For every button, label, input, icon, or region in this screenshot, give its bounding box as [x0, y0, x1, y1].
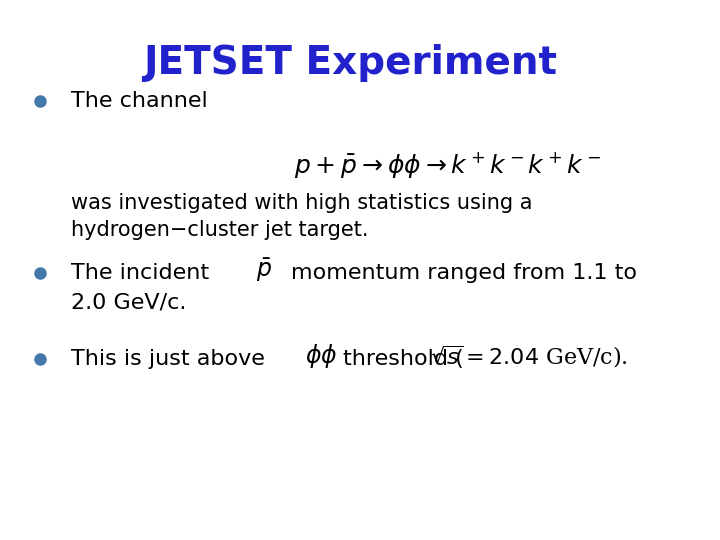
Text: This is just above: This is just above — [71, 349, 265, 369]
Text: was investigated with high statistics using a: was investigated with high statistics us… — [71, 193, 533, 213]
Text: $\phi\phi$: $\phi\phi$ — [305, 342, 337, 370]
Text: hydrogen−cluster jet target.: hydrogen−cluster jet target. — [71, 220, 369, 240]
Text: JETSET Experiment: JETSET Experiment — [143, 44, 557, 83]
Text: 2.0 GeV/c.: 2.0 GeV/c. — [71, 292, 186, 312]
Text: $\sqrt{s} = 2.04$ GeV/c).: $\sqrt{s} = 2.04$ GeV/c). — [431, 344, 629, 370]
Text: The channel: The channel — [71, 91, 208, 111]
Text: momentum ranged from 1.1 to: momentum ranged from 1.1 to — [291, 262, 637, 282]
Text: $\bar{p}$: $\bar{p}$ — [256, 256, 272, 284]
Text: The incident: The incident — [71, 262, 210, 282]
Text: $p + \bar{p} \rightarrow \phi\phi \rightarrow k^+k^-k^+k^-$: $p + \bar{p} \rightarrow \phi\phi \right… — [294, 150, 601, 180]
Text: threshold (: threshold ( — [343, 349, 464, 369]
